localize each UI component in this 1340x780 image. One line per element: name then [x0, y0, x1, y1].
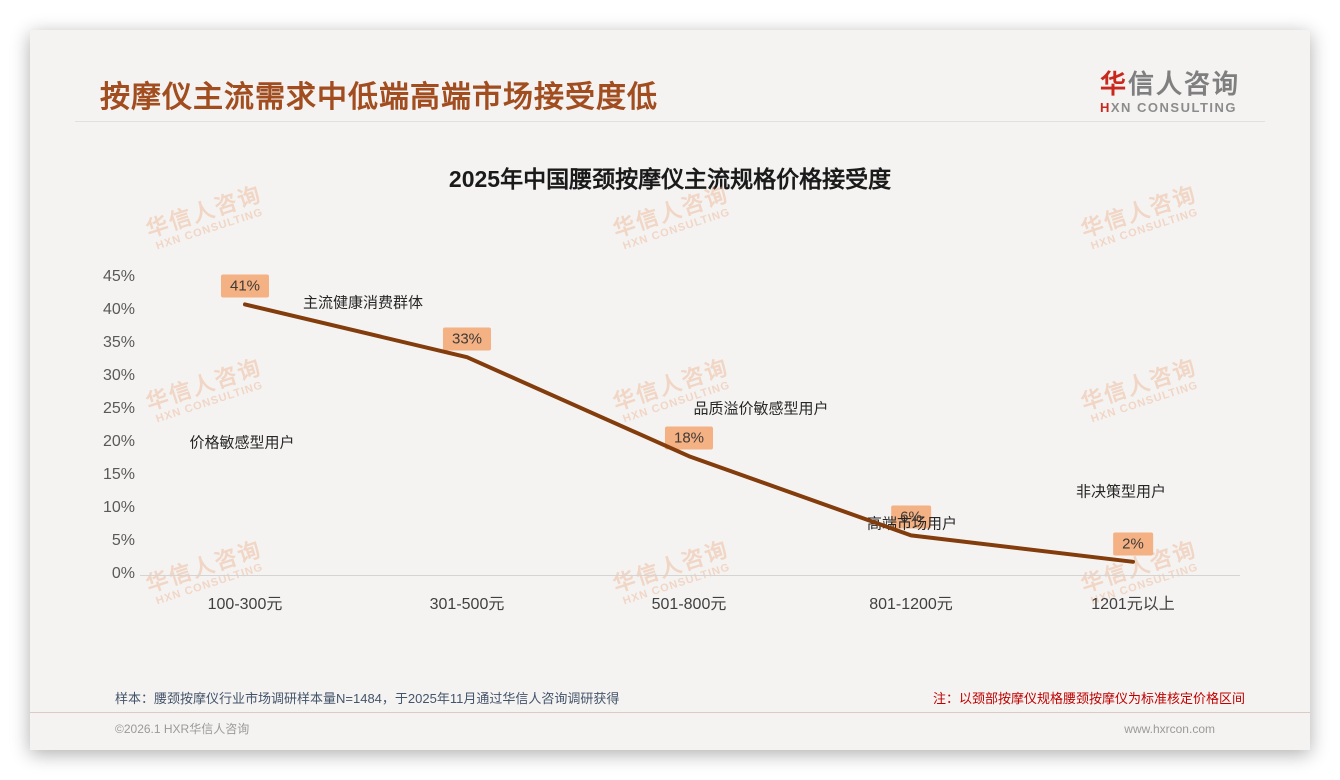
- slide-card: 按摩仪主流需求中低端高端市场接受度低 华信人咨询 HXN CONSULTING …: [30, 30, 1310, 750]
- line-series-svg: [243, 302, 1135, 564]
- company-logo: 华信人咨询 HXN CONSULTING: [1100, 70, 1240, 115]
- segment-annotation: 高端市场用户: [866, 515, 958, 533]
- watermark: 华信人咨询 HXN CONSULTING: [141, 176, 268, 253]
- segment-annotation: 价格敏感型用户: [189, 434, 295, 452]
- x-axis-label: 801-1200元: [869, 596, 953, 613]
- price-acceptance-line-chart: 华信人咨询 HXN CONSULTING 华信人咨询 HXN CONSULTING 华信…: [30, 30, 1310, 750]
- data-point-label: 2%: [1113, 532, 1153, 556]
- watermark-chinese: 华信人咨询: [142, 181, 265, 243]
- y-axis-tick: 15%: [102, 466, 135, 483]
- watermark-english: HXN CONSULTING: [154, 379, 265, 426]
- y-axis-tick: 10%: [102, 499, 135, 516]
- logo-en-accent: H: [1099, 99, 1111, 115]
- logo-english: HXN CONSULTING: [1100, 100, 1240, 115]
- x-axis-line: [140, 575, 1240, 576]
- segment-annotation: 主流健康消费群体: [302, 294, 424, 312]
- watermark: 华信人咨询 HXN CONSULTING: [608, 176, 735, 253]
- data-point-label: 41%: [220, 274, 270, 298]
- watermark: 华信人咨询 HXN CONSULTING: [141, 349, 268, 426]
- website-link[interactable]: www.hxrcon.com: [1124, 721, 1215, 736]
- y-axis-tick: 40%: [102, 301, 135, 318]
- chart-title: 2025年中国腰颈按摩仪主流规格价格接受度: [448, 166, 892, 192]
- watermark-chinese: 华信人咨询: [609, 536, 732, 598]
- footer-divider: [30, 712, 1310, 713]
- y-axis-tick: 25%: [102, 400, 135, 417]
- watermark: 华信人咨询 HXN CONSULTING: [1076, 349, 1203, 426]
- watermark-chinese: 华信人咨询: [609, 181, 732, 243]
- watermark-english: HXN CONSULTING: [621, 206, 732, 253]
- watermark-english: HXN CONSULTING: [1089, 379, 1200, 426]
- logo-rest-chars: 信人咨询: [1127, 69, 1240, 99]
- y-axis-tick: 0%: [111, 565, 135, 582]
- segment-annotation: 品质溢价敏感型用户: [693, 400, 829, 418]
- watermark-english: HXN CONSULTING: [1089, 206, 1200, 253]
- watermark-chinese: 华信人咨询: [1077, 181, 1200, 243]
- logo-chinese: 华信人咨询: [1100, 70, 1240, 99]
- data-point-label: 18%: [664, 426, 714, 450]
- pricing-note: 注：以颈部按摩仪规格腰颈按摩仪为标准核定价格区间: [932, 691, 1245, 706]
- x-axis-label: 501-800元: [651, 596, 727, 613]
- watermark: 华信人咨询 HXN CONSULTING: [1076, 176, 1203, 253]
- sample-note: 样本：腰颈按摩仪行业市场调研样本量N=1484，于2025年11月通过华信人咨询…: [115, 691, 620, 706]
- page-title: 按摩仪主流需求中低端高端市场接受度低: [100, 81, 658, 114]
- watermark-chinese: 华信人咨询: [142, 354, 265, 416]
- watermark-chinese: 华信人咨询: [142, 536, 265, 598]
- watermark-english: HXN CONSULTING: [154, 206, 265, 253]
- x-axis-label: 1201元以上: [1091, 596, 1175, 613]
- y-axis-tick: 20%: [102, 433, 135, 450]
- header-divider: [75, 121, 1265, 122]
- logo-accent-char: 华: [1099, 69, 1128, 99]
- copyright-text: ©2026.1 HXR华信人咨询: [115, 722, 250, 736]
- x-axis-label: 301-500元: [429, 596, 505, 613]
- bottom-row: ©2026.1 HXR华信人咨询 www.hxrcon.com: [115, 720, 1215, 737]
- y-axis-tick: 35%: [102, 334, 135, 351]
- data-point-label: 33%: [442, 327, 492, 351]
- logo-en-rest: XN CONSULTING: [1110, 99, 1238, 115]
- segment-annotation: 非决策型用户: [1075, 483, 1167, 501]
- y-axis-tick: 30%: [102, 367, 135, 384]
- x-axis-label: 100-300元: [207, 596, 283, 613]
- y-axis-tick: 5%: [111, 532, 135, 549]
- footer-notes-row: 样本：腰颈按摩仪行业市场调研样本量N=1484，于2025年11月通过华信人咨询…: [115, 688, 1245, 707]
- watermark-chinese: 华信人咨询: [1077, 354, 1200, 416]
- y-axis-tick: 45%: [102, 268, 135, 285]
